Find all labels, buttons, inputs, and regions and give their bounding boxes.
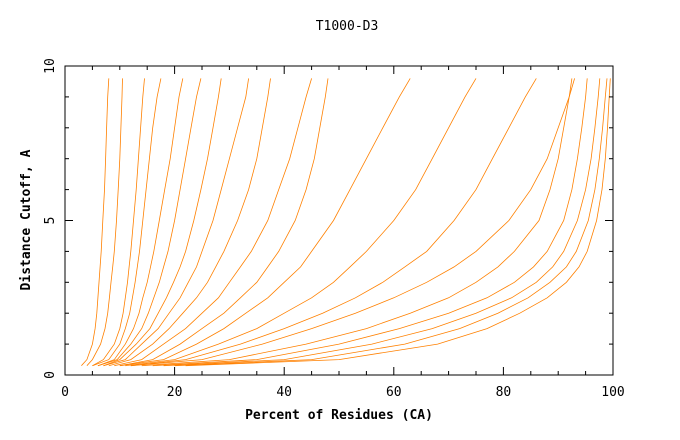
y-tick-label: 5 [43, 217, 58, 225]
series-line [86, 78, 123, 366]
x-tick-label: 100 [601, 385, 624, 400]
series-line [174, 78, 608, 367]
series-line [130, 78, 575, 367]
series-line [119, 78, 329, 367]
axis-ticks: 0 20 40 60 80 100 0 5 10 [43, 58, 625, 400]
y-axis-label: Distance Cutoff, A [19, 149, 34, 290]
x-axis-label: Percent of Residues (CA) [245, 408, 433, 423]
series-line [103, 78, 222, 367]
series-line [108, 78, 271, 367]
series-line [114, 78, 312, 367]
x-tick-label: 60 [386, 385, 402, 400]
series-line [119, 78, 411, 367]
y-tick-label: 0 [43, 371, 58, 379]
series-line [152, 78, 588, 367]
series-line [92, 78, 162, 367]
series-line [103, 78, 249, 367]
chart-title: T1000-D3 [316, 19, 379, 34]
series-line [97, 78, 184, 367]
series-line [81, 78, 110, 366]
series-line [97, 78, 202, 367]
series-line [163, 78, 601, 367]
series-line [185, 78, 611, 367]
x-tick-label: 0 [61, 385, 69, 400]
plot-frame [64, 65, 614, 376]
x-tick-label: 80 [496, 385, 512, 400]
y-tick-label: 10 [43, 58, 58, 74]
series-group [81, 78, 611, 367]
series-line [92, 78, 145, 367]
series-line [141, 78, 573, 367]
series-line [130, 78, 537, 367]
x-tick-label: 20 [167, 385, 183, 400]
x-tick-label: 40 [276, 385, 292, 400]
series-line [125, 78, 477, 367]
